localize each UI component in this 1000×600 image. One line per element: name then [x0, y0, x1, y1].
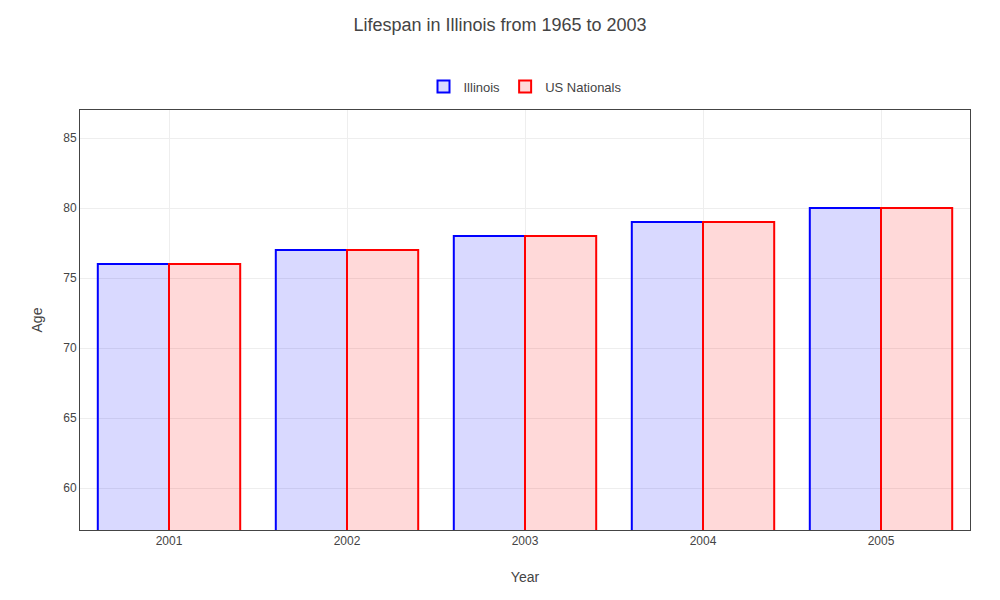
svg-text:80: 80	[63, 201, 77, 215]
svg-text:2001: 2001	[156, 534, 183, 548]
svg-text:2004: 2004	[690, 534, 717, 548]
svg-text:Age: Age	[29, 307, 45, 332]
svg-text:65: 65	[63, 411, 77, 425]
svg-text:60: 60	[63, 481, 77, 495]
svg-text:Illinois: Illinois	[464, 80, 501, 95]
svg-text:US Nationals: US Nationals	[545, 80, 621, 95]
svg-text:2005: 2005	[868, 534, 895, 548]
svg-text:Lifespan in Illinois from 1965: Lifespan in Illinois from 1965 to 2003	[353, 15, 646, 35]
svg-text:85: 85	[63, 131, 77, 145]
svg-text:70: 70	[63, 341, 77, 355]
svg-text:75: 75	[63, 271, 77, 285]
svg-text:2002: 2002	[334, 534, 361, 548]
svg-text:Year: Year	[511, 569, 540, 585]
svg-text:2003: 2003	[512, 534, 539, 548]
